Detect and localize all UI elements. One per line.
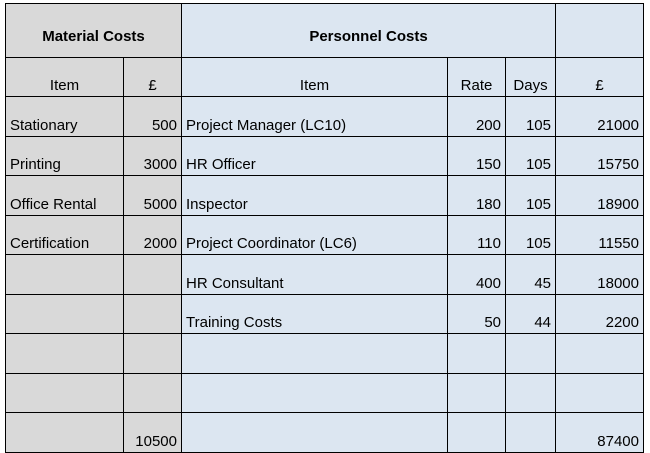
personnel-amount-cell[interactable]: 21000 [555,96,644,137]
material-item-cell[interactable] [5,254,124,295]
personnel-item-cell[interactable]: Project Manager (LC10) [181,96,448,137]
empty-cell[interactable] [505,412,556,453]
rate-cell[interactable]: 110 [447,214,506,255]
personnel-item-cell[interactable] [181,372,448,413]
personnel-item-cell[interactable]: Project Coordinator (LC6) [181,214,448,255]
material-item-cell[interactable] [5,372,124,413]
personnel-item-cell[interactable]: Training Costs [181,293,448,334]
days-cell[interactable]: 44 [505,293,556,334]
material-amount-cell[interactable]: 2000 [123,214,182,255]
rate-cell[interactable]: 200 [447,96,506,137]
days-cell[interactable] [505,372,556,413]
table-row: HR Consultant 400 45 18000 [5,254,644,295]
personnel-amount-cell[interactable]: 15750 [555,135,644,176]
personnel-item-cell[interactable]: Inspector [181,175,448,216]
days-cell[interactable]: 105 [505,96,556,137]
table-row: Stationary 500 Project Manager (LC10) 200 10… [5,96,644,137]
material-item-cell[interactable] [5,293,124,334]
material-item-cell[interactable]: Office Rental [5,175,124,216]
material-amount-cell[interactable] [123,333,182,374]
days-cell[interactable]: 105 [505,214,556,255]
days-header: Days [505,56,556,97]
table-row: Office Rental 5000 Inspector 180 105 18900 [5,175,644,216]
material-amount-header: £ [123,56,182,97]
title-row: Material Costs Personnel Costs [5,3,644,58]
material-item-cell[interactable] [5,333,124,374]
personnel-total-cell[interactable]: 87400 [555,412,644,453]
personnel-item-cell[interactable] [181,333,448,374]
empty-cell [555,3,644,58]
material-item-cell[interactable]: Stationary [5,96,124,137]
material-amount-cell[interactable] [123,293,182,334]
material-item-cell[interactable]: Printing [5,135,124,176]
table-row: Training Costs 50 44 2200 [5,293,644,334]
personnel-costs-title: Personnel Costs [181,3,556,58]
rate-cell[interactable]: 180 [447,175,506,216]
empty-cell[interactable] [181,412,448,453]
material-amount-cell[interactable] [123,372,182,413]
rate-cell[interactable] [447,333,506,374]
personnel-amount-cell[interactable] [555,372,644,413]
days-cell[interactable]: 105 [505,135,556,176]
table-row: Printing 3000 HR Officer 150 105 15750 [5,135,644,176]
material-amount-cell[interactable]: 3000 [123,135,182,176]
personnel-amount-header: £ [555,56,644,97]
personnel-item-cell[interactable]: HR Officer [181,135,448,176]
empty-cell[interactable] [447,412,506,453]
days-cell[interactable]: 105 [505,175,556,216]
material-amount-cell[interactable] [123,254,182,295]
rate-cell[interactable]: 400 [447,254,506,295]
personnel-amount-cell[interactable]: 18000 [555,254,644,295]
table-row [5,333,644,374]
rate-cell[interactable] [447,372,506,413]
rate-header: Rate [447,56,506,97]
material-total-cell[interactable]: 10500 [123,412,182,453]
header-row: Item £ Item Rate Days £ [5,56,644,97]
personnel-item-cell[interactable]: HR Consultant [181,254,448,295]
material-costs-title: Material Costs [5,3,182,58]
empty-cell[interactable] [5,412,124,453]
table-row: Certification 2000 Project Coordinator (LC… [5,214,644,255]
material-item-header: Item [5,56,124,97]
material-amount-cell[interactable]: 5000 [123,175,182,216]
personnel-amount-cell[interactable]: 2200 [555,293,644,334]
rate-cell[interactable]: 150 [447,135,506,176]
table-row [5,372,644,413]
total-row: 10500 87400 [5,412,644,453]
days-cell[interactable]: 45 [505,254,556,295]
personnel-item-header: Item [181,56,448,97]
days-cell[interactable] [505,333,556,374]
rate-cell[interactable]: 50 [447,293,506,334]
material-amount-cell[interactable]: 500 [123,96,182,137]
cost-table: Material Costs Personnel Costs Item £ It… [5,3,644,453]
personnel-amount-cell[interactable]: 11550 [555,214,644,255]
personnel-amount-cell[interactable]: 18900 [555,175,644,216]
personnel-amount-cell[interactable] [555,333,644,374]
material-item-cell[interactable]: Certification [5,214,124,255]
